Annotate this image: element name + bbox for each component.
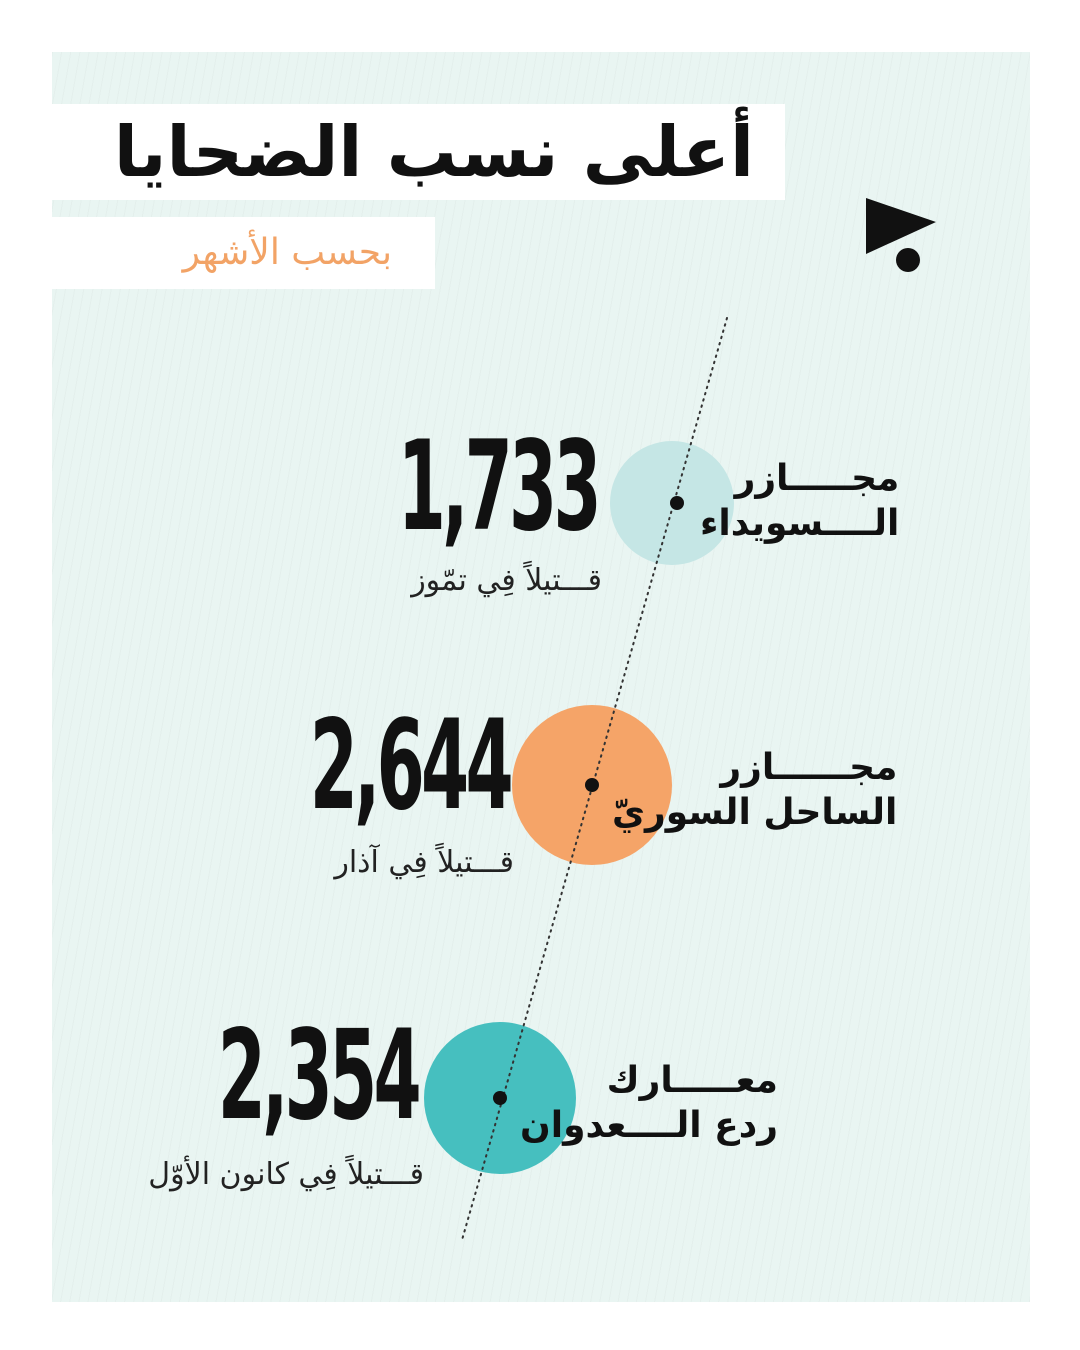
event-label: مجـــــازر الــــسويداء [700,456,899,546]
value-caption: قـــتيلاً فِي آذار [334,845,514,880]
event-label-line: الساحل السوريّ [612,792,898,833]
event-label-line: معـــــارك [606,1060,778,1101]
value-label: 2,644 [309,694,514,838]
data-point-dot [670,496,684,510]
event-label-line: الــــسويداء [700,503,900,544]
subtitle-box [52,217,435,289]
page-title: أعلى نسب الضحايا [113,111,754,193]
event-label-line: مجــــــازر [720,747,898,788]
page-subtitle: بحسب الأشهر [182,232,392,273]
dotted-trend-line [461,317,728,1241]
value-caption: قـــتيلاً فِي تمّوز [411,563,602,598]
event-label-line: مجـــــازر [734,458,900,499]
play-dot-logo-icon [866,198,936,272]
event-label: مجــــــازر الساحل السوريّ [612,745,897,835]
title-box [52,104,785,200]
data-point-dot [585,778,599,792]
event-label: معـــــارك ردع الــــعدوان [520,1058,778,1148]
data-point-dot [493,1091,507,1105]
value-label: 1,733 [397,415,602,559]
value-label: 2,354 [217,1004,422,1148]
value-caption: قـــتيلاً فِي كانون الأوّل [148,1157,424,1192]
event-label-line: ردع الــــعدوان [520,1105,778,1146]
